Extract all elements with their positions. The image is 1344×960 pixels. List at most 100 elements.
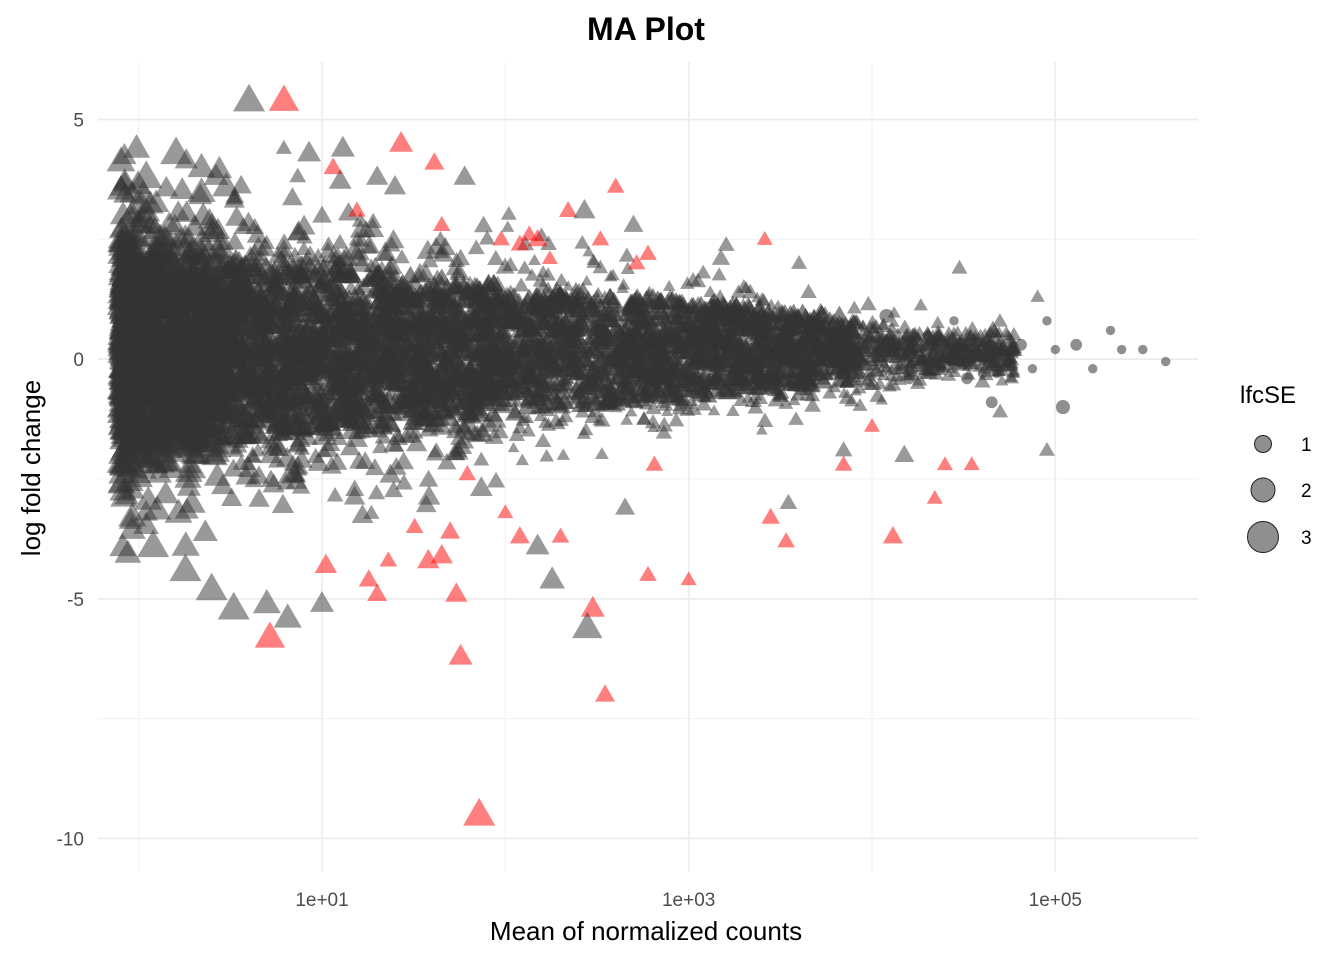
cloud-point [917,360,935,375]
cloud-point [533,410,547,422]
cloud-point [571,394,592,413]
cloud-point [383,433,404,452]
cloud-point [767,391,785,407]
cloud-point [328,168,352,189]
cloud-point [511,395,524,406]
cloud-point [320,236,337,251]
cloud-point [166,200,190,221]
cloud-point [657,397,674,411]
cloud-point [1006,365,1020,378]
cloud-point [886,322,899,333]
cloud-point [502,256,519,272]
cloud-point [606,268,620,281]
cloud-point [1000,354,1016,368]
cloud-point [427,442,446,458]
cloud-point [966,339,984,355]
cloud-point [620,413,634,425]
cloud-point [804,387,821,402]
cloud-point [507,442,520,453]
cloud-point [487,249,505,265]
cloud-point [860,295,877,311]
cloud-point [501,220,515,232]
cloud-point [505,403,526,421]
cloud-point [271,493,295,513]
cloud-point [169,273,190,292]
cloud-point [395,474,413,490]
cloud-point [312,205,332,223]
cloud-point [114,441,140,464]
cloud-point [879,333,893,345]
cloud-point [467,424,488,443]
cloud-point [473,215,494,233]
cloud-point [445,261,462,276]
cloud-point [171,531,200,556]
cloud-point [868,351,882,363]
cloud-point [867,362,885,377]
cloud-point [134,485,162,510]
cloud-point [431,230,450,246]
cloud-point [228,442,245,457]
cloud-point [945,362,958,374]
cloud-point [539,448,554,462]
cloud-point [275,139,292,154]
cloud-point [878,357,891,369]
cloud-point [371,423,388,438]
cloud-point [662,279,676,291]
cloud-point [918,337,931,348]
cloud-point [106,146,136,172]
cloud-point [684,394,699,407]
cloud-point [885,376,902,391]
cloud-point [928,355,942,368]
cloud-point [887,316,900,327]
cloud-point [469,476,493,497]
cloud-point [382,229,405,249]
cloud-point [382,403,403,421]
cloud-point [553,272,569,286]
cloud-point [618,247,636,262]
cloud-point [515,453,529,466]
cloud-point [365,458,385,476]
cloud-point [733,392,750,407]
cloud-point [852,397,868,411]
cloud-point [576,426,591,439]
cloud-point [512,420,528,434]
cloud-point [356,220,376,238]
cloud-point [889,369,904,382]
cloud-point [616,282,629,293]
cloud-point [912,372,928,386]
cloud-point [342,239,366,259]
cloud-point [896,350,910,362]
cloud-point [475,422,492,437]
cloud-point [787,394,801,406]
cloud-point [289,167,307,183]
cloud-point [661,405,673,416]
cloud-point [331,233,349,249]
cloud-point [349,451,370,469]
cloud-point [913,355,927,366]
cloud-point [324,248,341,264]
cloud-point [203,462,231,486]
cloud-point [788,411,804,425]
cloud-point [421,252,439,268]
cloud-point [595,447,609,460]
chart-title: MA Plot [587,11,705,47]
cloud-point [875,393,888,405]
cloud-point [418,469,439,487]
cloud-point [446,419,468,439]
cloud-point [152,480,179,504]
cloud-point [680,276,695,289]
cloud-point [223,189,245,208]
cloud-point [287,455,309,475]
cloud-point [138,448,162,469]
cloud-point [182,214,208,236]
cloud-point [536,265,551,278]
cloud-point [417,485,441,505]
cloud-point [128,179,158,205]
cloud-point [755,424,768,435]
cloud-point [554,373,575,391]
cloud-point [449,262,470,280]
cloud-point [528,253,542,266]
cloud-point [540,235,557,250]
cloud-point [962,350,978,364]
